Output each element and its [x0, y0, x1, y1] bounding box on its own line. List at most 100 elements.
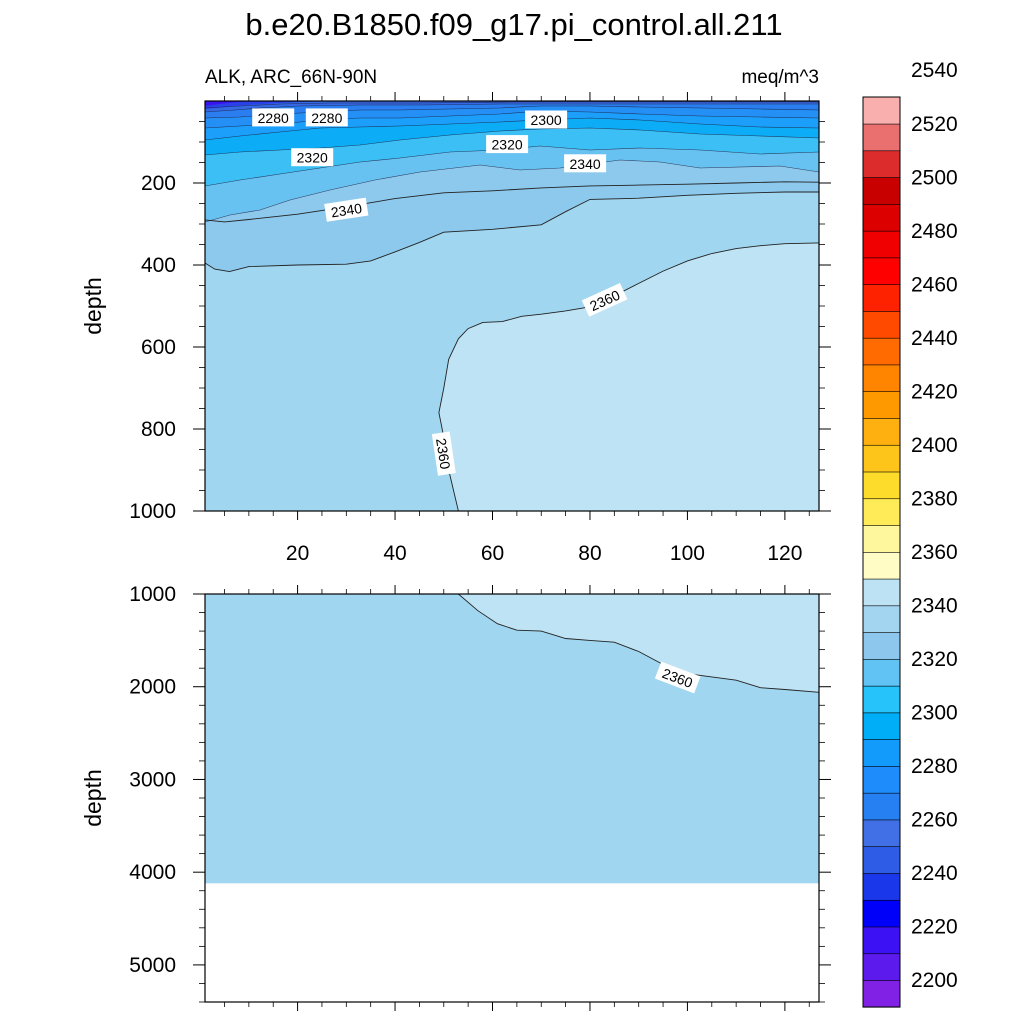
colorbar-label: 2320 [911, 648, 958, 671]
y-tick-label: 2000 [129, 676, 176, 699]
contour-label-2280: 2280 [252, 108, 295, 127]
colorbar-swatch [862, 96, 901, 125]
colorbar-swatch [862, 230, 901, 259]
lower-axes: 1000 2000 3000 4000 5000 [129, 583, 831, 1011]
colorbar-swatch [862, 444, 901, 473]
colorbar-label: 2240 [911, 862, 958, 885]
colorbar-swatch [862, 150, 901, 178]
contour-label-2340: 2340 [324, 197, 369, 222]
contour-label-box [252, 108, 295, 127]
colorbar-label: 2260 [911, 809, 958, 832]
contour-label-box [654, 661, 701, 694]
chart-subtitle-left: ALK, ARC_66N-90N [205, 67, 377, 88]
isoline-2335 [205, 159, 819, 223]
colorbar-swatch [862, 658, 901, 687]
x-tick-label: 60 [481, 542, 504, 565]
colorbar-swatch [862, 391, 901, 419]
contour-label-text: 2280 [311, 110, 342, 126]
colorbar-label: 2440 [911, 327, 958, 350]
colorbar-swatch [862, 551, 901, 580]
contour-label-text: 2320 [492, 137, 523, 153]
colorbar-label: 2300 [911, 702, 958, 725]
x-tick-label: 40 [383, 542, 406, 565]
contour-label-box [324, 197, 369, 222]
colorbar-swatch [862, 471, 901, 500]
contour-label-2320: 2320 [291, 148, 334, 167]
colorbar-label: 2380 [911, 488, 958, 511]
colorbar-swatch [862, 979, 901, 1008]
lower-fills [205, 594, 819, 884]
y-tick-label: 400 [141, 254, 176, 277]
colorbar-swatch [862, 792, 901, 821]
contour-label-2320: 2320 [486, 135, 529, 154]
contour-label-box [305, 108, 348, 127]
contour-label-box [581, 283, 628, 317]
y-tick-label: 200 [141, 172, 176, 195]
chart-title: b.e20.B1850.f09_g17.pi_control.all.211 [245, 7, 782, 42]
colorbar-label: 2280 [911, 755, 958, 778]
colorbar-label: 2520 [911, 113, 958, 136]
colorbar-swatch [862, 524, 901, 553]
isoline-2280 [205, 103, 819, 113]
isoline-2270 [205, 101, 819, 109]
colorbar-swatch [862, 605, 901, 633]
contour-line-2360 [438, 242, 819, 511]
contour-line-2350 [205, 191, 819, 273]
contour-label-2300: 2300 [525, 110, 568, 129]
colorbar-swatch [862, 257, 901, 285]
contour-label-text: 2340 [330, 200, 363, 221]
colorbar-label: 2340 [911, 595, 958, 618]
colorbar-swatch [862, 417, 901, 446]
colorbar-swatch [862, 284, 901, 312]
y-tick-label: 600 [141, 336, 176, 359]
colorbar-label: 2480 [911, 220, 958, 243]
fill-band-2260 [205, 101, 330, 109]
colorbar-swatch [862, 578, 901, 607]
y-tick-label: 3000 [129, 768, 176, 791]
y-tick-label: 1000 [129, 583, 176, 606]
upper-surface-gradient-fills [205, 101, 819, 511]
colorbar-label: 2220 [911, 916, 958, 939]
colorbar-labels: 2200 2220 2240 2260 2280 2300 2320 2340 2360 2380… [911, 59, 958, 992]
contour-label-2280: 2280 [305, 108, 348, 127]
colorbar [862, 96, 901, 1008]
colorbar-label: 2540 [911, 59, 958, 82]
y-tick-label: 1000 [129, 500, 176, 523]
contour-label-box [525, 110, 568, 129]
x-tick-label: 80 [578, 542, 601, 565]
upper-contour-lines [205, 181, 819, 511]
contour-line-2340 [205, 181, 819, 223]
isoline-2320 [205, 127, 819, 156]
colorbar-swatch [862, 872, 901, 901]
colorbar-swatch [862, 739, 901, 767]
colorbar-swatch [862, 765, 901, 794]
contour-label-text: 2300 [531, 112, 562, 128]
contour-line-2360 [458, 594, 819, 693]
colorbar-label: 2500 [911, 166, 958, 189]
lower-contour-lines [458, 594, 819, 693]
colorbar-swatch [862, 899, 901, 928]
lower-ylabel: depth [80, 769, 106, 827]
contour-label-box [431, 431, 456, 476]
isoline-2330 [205, 145, 819, 187]
colorbar-swatch [862, 203, 901, 232]
fill-band-2360 [458, 594, 819, 693]
colorbar-label: 2460 [911, 273, 958, 296]
colorbar-swatch [862, 846, 901, 874]
colorbar-label: 2420 [911, 380, 958, 403]
colorbar-label: 2400 [911, 434, 958, 457]
contour-label-text: 2280 [258, 110, 289, 126]
colorbar-swatch [862, 953, 901, 981]
colorbar-swatch [862, 364, 901, 393]
contour-label-box [291, 148, 334, 167]
colorbar-swatch [862, 712, 901, 740]
upper-ylabel: depth [80, 277, 106, 335]
contour-label-box [486, 135, 529, 154]
contour-label-text: 2360 [433, 437, 453, 470]
upper-axes: 20 40 60 80 100 120 200 400 600 800 1000 [129, 92, 831, 565]
isoline-2310 [205, 117, 819, 141]
colorbar-swatch [862, 498, 901, 526]
y-tick-label: 5000 [129, 954, 176, 977]
